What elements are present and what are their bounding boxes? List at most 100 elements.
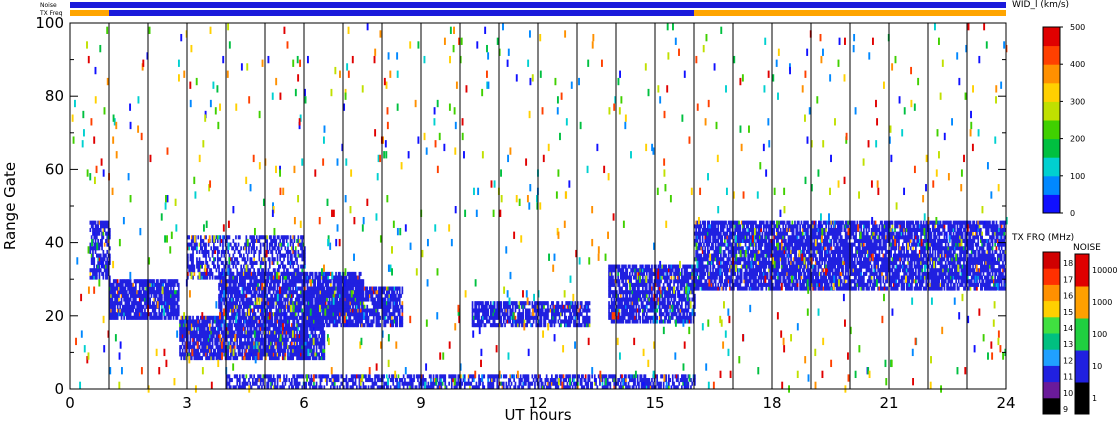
echo-cell [262,308,265,313]
echo-cell [311,348,314,353]
echo-cell [268,242,271,247]
echo-cell [216,326,219,331]
echo-cell [291,348,293,353]
echo-cell [276,235,279,240]
echo-cell [248,242,250,247]
echo-cell [541,312,544,317]
echo-cell [305,356,307,361]
echo-cell [181,323,184,328]
echo-cell [361,308,363,313]
echo-cell [276,253,279,258]
echo-cell [206,356,209,361]
echo-cell [279,341,281,346]
echo-cell [301,264,304,269]
echo-cell [202,330,205,335]
echo-cell [235,293,237,298]
echo-cell [245,348,248,353]
echo-cell [153,290,155,295]
echo-cell [149,315,151,320]
echo-cell [387,301,389,306]
echo-cell [111,286,114,291]
echo-cell [244,330,246,335]
echo-cell [389,301,392,306]
echo-cell [323,348,326,353]
echo-cell [270,286,272,291]
echo-cell [276,286,279,291]
echo-cell [265,326,267,331]
echo-cell [170,312,172,317]
echo-cell [112,308,115,313]
echo-cell [315,297,318,302]
echo-cell [203,337,206,342]
echo-cell [631,312,634,317]
echo-cell [491,315,493,320]
echo-cell [623,290,626,295]
echo-cell [214,246,216,251]
echo-cell [518,301,521,306]
echo-cell [205,337,207,342]
echo-cell [311,304,314,309]
echo-cell [270,330,272,335]
echo-cell [361,319,363,324]
echo-cell [349,286,352,291]
echo-cell [636,293,639,298]
echo-cell [203,249,206,254]
echo-cell [635,275,638,280]
echo-cell [158,315,161,320]
echo-cell [268,341,271,346]
echo-cell [201,341,203,346]
echo-cell [350,312,353,317]
echo-cell [246,319,249,324]
echo-cell [172,312,175,317]
echo-cell [245,301,248,306]
echo-cell [271,275,274,280]
echo-cell [240,271,242,276]
echo-cell [96,275,98,280]
echo-cell [400,315,402,320]
echo-cell [521,319,523,324]
echo-cell [346,304,349,309]
echo-cell [254,319,257,324]
echo-cell [268,301,271,306]
echo-cell [482,308,484,313]
echo-cell [131,304,133,309]
echo-cell [365,315,367,320]
echo-cell [558,323,561,328]
echo-cell [90,253,93,258]
echo-cell [188,326,190,331]
echo-cell [336,282,339,287]
echo-cell [625,319,627,324]
echo-cell [315,326,318,331]
echo-cell [330,301,332,306]
echo-cell [625,264,627,269]
echo-cell [253,279,255,284]
echo-cell [564,308,566,313]
echo-cell [239,293,241,298]
echo-cell [287,257,289,262]
echo-cell [203,242,206,247]
echo-cell [213,246,215,251]
echo-cell [233,301,236,306]
echo-cell [370,319,372,324]
echo-cell [352,301,354,306]
echo-cell [232,290,235,295]
echo-cell [496,308,499,313]
echo-cell [359,323,362,328]
echo-cell [626,308,629,313]
echo-cell [128,308,131,313]
echo-cell [301,271,304,276]
echo-cell [112,301,115,306]
echo-cell [514,301,517,306]
echo-cell [382,315,384,320]
echo-cell [617,271,619,276]
echo-cell [336,301,339,306]
echo-cell [223,249,226,254]
echo-cell [184,341,187,346]
echo-cell [634,271,636,276]
echo-cell [254,297,257,302]
echo-cell [352,293,354,298]
echo-cell [205,348,207,353]
echo-cell [314,286,317,291]
echo-cell [232,297,235,302]
echo-cell [322,286,324,291]
